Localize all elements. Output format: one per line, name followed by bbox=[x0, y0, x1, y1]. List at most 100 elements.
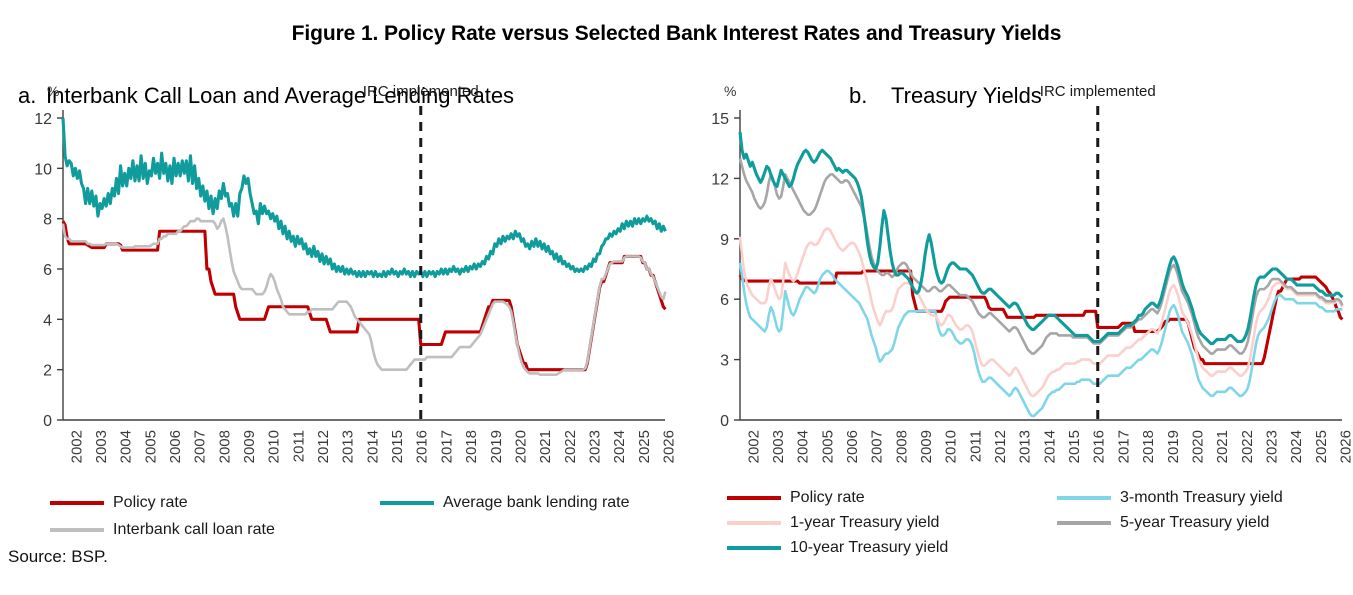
legend-swatch bbox=[1057, 521, 1111, 525]
svg-text:2009: 2009 bbox=[918, 430, 935, 463]
svg-text:2023: 2023 bbox=[586, 430, 603, 463]
legend-item[interactable]: 10-year Treasury yield bbox=[727, 540, 948, 556]
legend-label: Policy rate bbox=[790, 489, 865, 506]
panel-b-plot: % 0 3 6 9 12 15 2002 2003 2004 2005 2006 2007 2008 200… bbox=[677, 75, 1353, 505]
svg-text:2013: 2013 bbox=[1017, 430, 1034, 463]
svg-text:2008: 2008 bbox=[893, 430, 910, 463]
svg-text:2012: 2012 bbox=[315, 430, 332, 463]
legend-swatch bbox=[50, 501, 104, 505]
panel-b-svg: % 0 3 6 9 12 15 2002 2003 2004 2005 2006 2007 2008 200… bbox=[711, 83, 1353, 463]
svg-text:12: 12 bbox=[34, 111, 52, 128]
legend-swatch bbox=[727, 521, 781, 525]
svg-text:2002: 2002 bbox=[745, 430, 762, 463]
panel-a-label: a. bbox=[18, 83, 37, 108]
svg-text:2010: 2010 bbox=[266, 430, 283, 463]
panel-b-heading: b. Treasury Yields bbox=[849, 83, 1042, 109]
legend-label: 5-year Treasury yield bbox=[1120, 514, 1270, 531]
series-line bbox=[738, 157, 1344, 355]
legend-label: 1-year Treasury yield bbox=[790, 514, 940, 531]
svg-text:2012: 2012 bbox=[992, 430, 1009, 463]
svg-text:2004: 2004 bbox=[795, 430, 812, 463]
svg-text:2015: 2015 bbox=[1066, 430, 1083, 463]
legend-swatch bbox=[50, 528, 104, 532]
irc-annotation-label: IRC implemented bbox=[363, 83, 479, 100]
panel-a: a. Interbank Call Loan and Average Lendin… bbox=[0, 75, 676, 575]
svg-text:2021: 2021 bbox=[1214, 430, 1231, 463]
panel-a-svg: % 0 2 4 6 8 10 12 2002 2003 2004 2005 2006 2007 2008 20… bbox=[34, 83, 676, 463]
svg-text:2026: 2026 bbox=[1337, 430, 1353, 463]
legend-item[interactable]: 3-month Treasury yield bbox=[1057, 490, 1283, 506]
svg-text:2003: 2003 bbox=[93, 430, 110, 463]
svg-text:2016: 2016 bbox=[1091, 430, 1108, 463]
svg-text:3: 3 bbox=[720, 353, 729, 370]
panel-a-heading: a. Interbank Call Loan and Average Lendin… bbox=[18, 83, 514, 109]
svg-text:10: 10 bbox=[34, 161, 52, 178]
svg-text:2019: 2019 bbox=[1165, 430, 1182, 463]
panel-a-heading-text: Interbank Call Loan and Average Lending … bbox=[46, 83, 515, 108]
legend-item[interactable]: 5-year Treasury yield bbox=[1057, 515, 1269, 531]
legend-swatch bbox=[1057, 496, 1111, 500]
svg-text:2009: 2009 bbox=[241, 430, 258, 463]
irc-annotation-label: IRC implemented bbox=[1040, 83, 1156, 100]
svg-text:2026: 2026 bbox=[660, 430, 676, 463]
panel-a-plot: % 0 2 4 6 8 10 12 2002 2003 2004 2005 2006 2007 2008 20… bbox=[0, 75, 676, 505]
legend-swatch bbox=[380, 501, 434, 505]
svg-text:2011: 2011 bbox=[290, 430, 307, 462]
svg-text:2022: 2022 bbox=[1239, 430, 1256, 463]
svg-text:%: % bbox=[724, 83, 736, 99]
svg-text:2002: 2002 bbox=[68, 430, 85, 463]
svg-text:9: 9 bbox=[720, 232, 729, 249]
series-line bbox=[738, 269, 1344, 366]
svg-text:2014: 2014 bbox=[1041, 430, 1058, 463]
series-line bbox=[61, 117, 667, 279]
svg-text:2: 2 bbox=[43, 363, 52, 380]
legend-item[interactable]: Policy rate bbox=[727, 490, 865, 506]
svg-text:8: 8 bbox=[43, 212, 52, 229]
svg-text:2021: 2021 bbox=[537, 430, 554, 463]
svg-text:2025: 2025 bbox=[1313, 430, 1330, 463]
svg-text:2023: 2023 bbox=[1263, 430, 1280, 463]
svg-text:15: 15 bbox=[711, 111, 729, 128]
svg-text:2020: 2020 bbox=[1189, 430, 1206, 463]
svg-text:2013: 2013 bbox=[340, 430, 357, 463]
svg-text:2018: 2018 bbox=[1140, 430, 1157, 463]
svg-text:%: % bbox=[47, 83, 59, 99]
svg-text:0: 0 bbox=[720, 413, 729, 430]
svg-text:2006: 2006 bbox=[167, 430, 184, 463]
svg-text:2007: 2007 bbox=[192, 430, 209, 463]
figure-title: Figure 1. Policy Rate versus Selected Ba… bbox=[291, 22, 1062, 45]
legend-item[interactable]: 1-year Treasury yield bbox=[727, 515, 939, 531]
svg-text:2015: 2015 bbox=[389, 430, 406, 463]
panel-b: b. Treasury Yields % 0 3 6 9 12 15 2002 2003 2004 2… bbox=[677, 75, 1353, 575]
panel-b-legend: Policy rate 3-month Treasury yield 1-year … bbox=[727, 490, 1353, 580]
svg-text:6: 6 bbox=[720, 292, 729, 309]
legend-item[interactable]: Average bank lending rate bbox=[380, 495, 630, 511]
svg-text:2018: 2018 bbox=[463, 430, 480, 463]
svg-text:2010: 2010 bbox=[943, 430, 960, 463]
svg-text:2025: 2025 bbox=[636, 430, 653, 463]
svg-text:2024: 2024 bbox=[1288, 430, 1305, 463]
svg-text:2014: 2014 bbox=[364, 430, 381, 463]
panel-a-source: Source: BSP. bbox=[8, 547, 108, 566]
svg-text:2011: 2011 bbox=[967, 430, 984, 462]
svg-text:2008: 2008 bbox=[216, 430, 233, 463]
svg-text:2024: 2024 bbox=[611, 430, 628, 463]
legend-item[interactable]: Policy rate bbox=[50, 495, 188, 511]
legend-label: 3-month Treasury yield bbox=[1120, 489, 1283, 506]
svg-text:2017: 2017 bbox=[438, 430, 455, 463]
legend-item[interactable]: Interbank call loan rate bbox=[50, 522, 275, 538]
panel-b-label: b. bbox=[849, 83, 868, 108]
svg-text:2007: 2007 bbox=[869, 430, 886, 463]
legend-swatch bbox=[727, 496, 781, 500]
legend-label: Interbank call loan rate bbox=[113, 521, 275, 538]
legend-label: Policy rate bbox=[113, 494, 188, 511]
svg-text:12: 12 bbox=[711, 171, 729, 188]
series-line bbox=[738, 227, 1344, 398]
svg-text:2006: 2006 bbox=[844, 430, 861, 463]
svg-text:2020: 2020 bbox=[512, 430, 529, 463]
series-line bbox=[61, 217, 667, 376]
svg-text:6: 6 bbox=[43, 262, 52, 279]
series-line bbox=[738, 131, 1344, 346]
svg-text:2004: 2004 bbox=[118, 430, 135, 463]
series-line bbox=[738, 262, 1343, 418]
